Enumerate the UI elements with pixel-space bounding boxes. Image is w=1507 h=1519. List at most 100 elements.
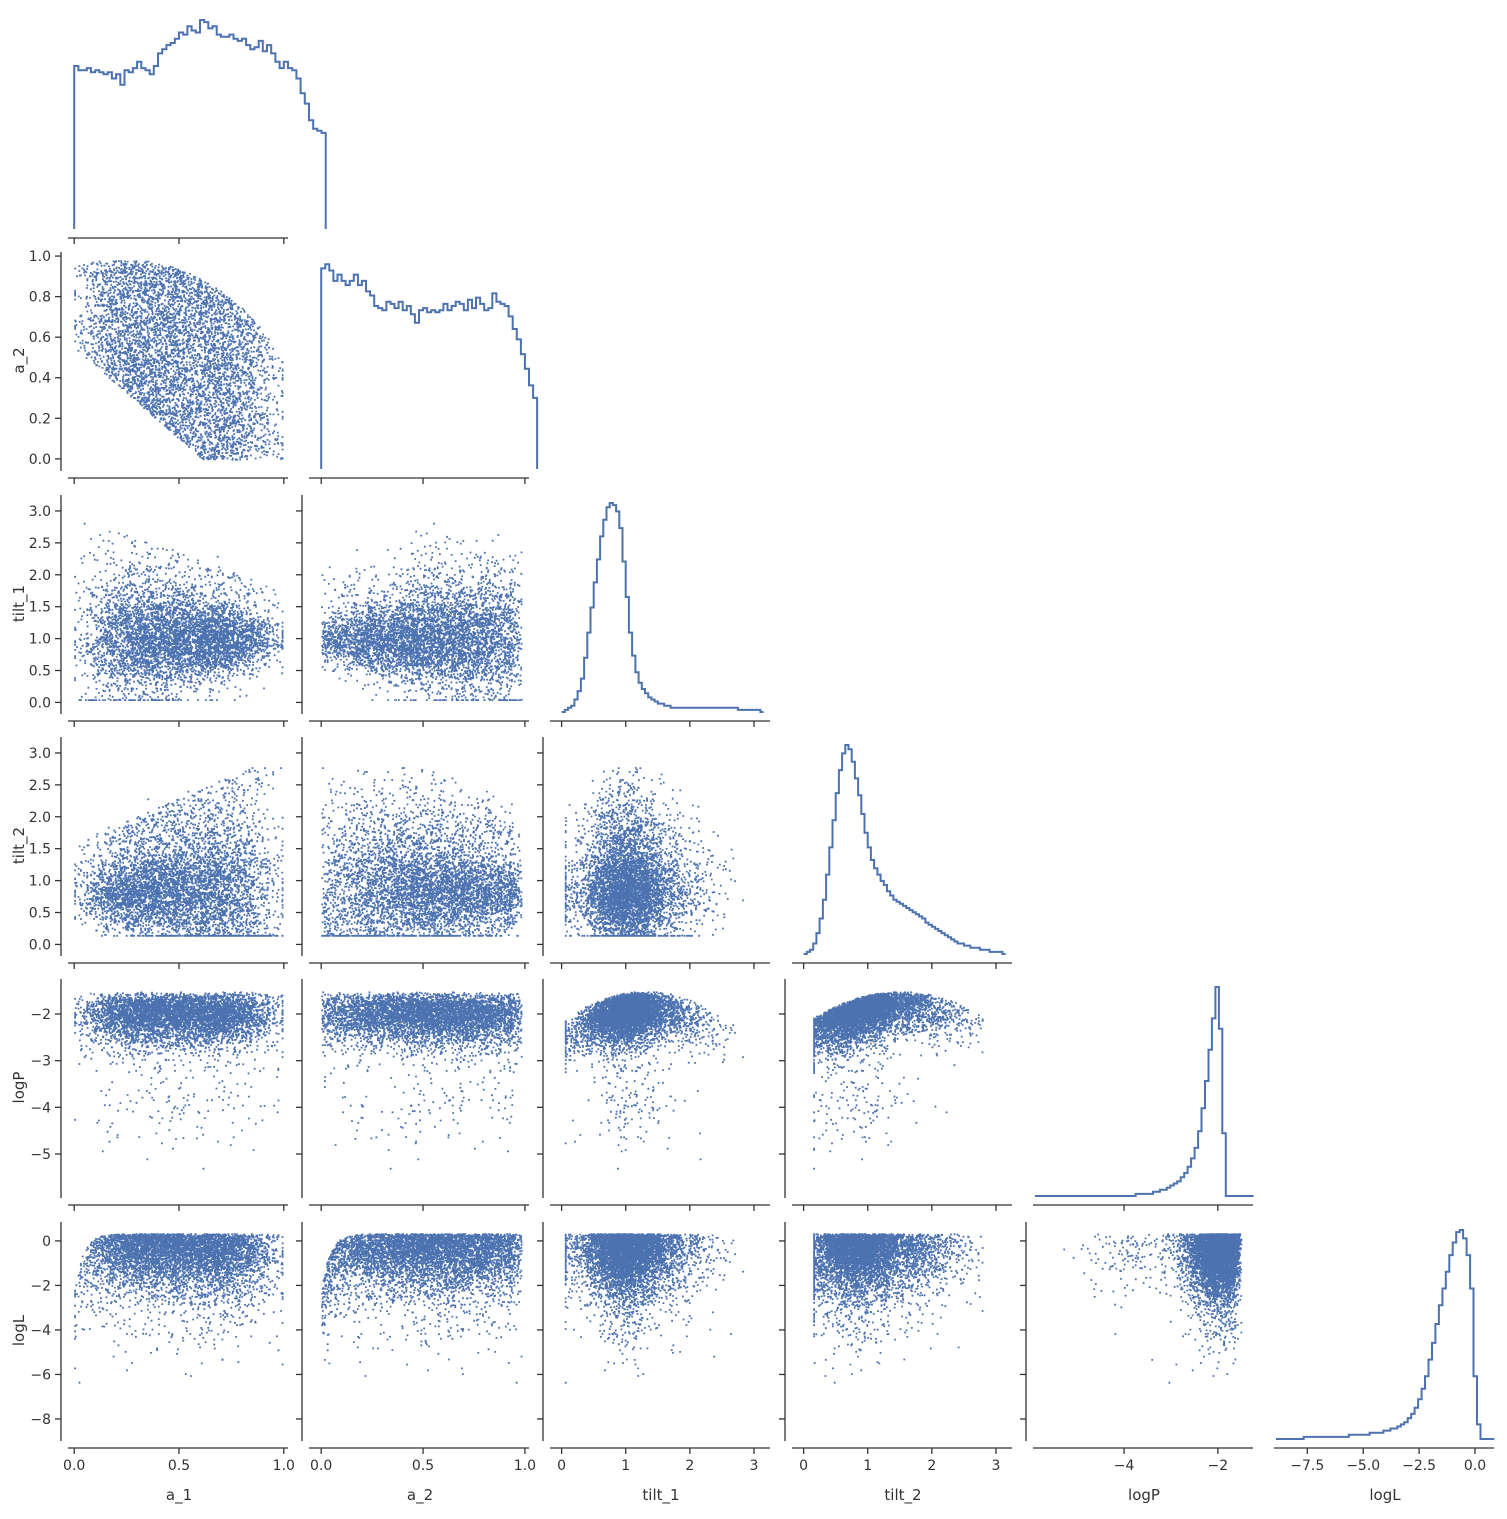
panel-logP-vs-a_1: −5 −4 −3 −2 (30, 979, 288, 1211)
x-tick-label: −5.0 (1346, 1458, 1380, 1474)
y-tick-label: 2.5 (29, 536, 51, 552)
x-tick-label: −2.5 (1402, 1458, 1436, 1474)
panel-a_1-vs-a_1 (68, 19, 327, 244)
panel-logL-vs-a_1: 0.0 0.5 1.0 −8 −6 −4 −2 0 (30, 1222, 295, 1474)
y-tick-label: −4 (30, 1100, 51, 1116)
y-tick-label: −2 (30, 1278, 51, 1294)
panel-logP-vs-tilt_2 (779, 979, 1012, 1211)
x-tick-label: 0 (557, 1458, 566, 1474)
y-tick-label: 2.0 (29, 568, 51, 584)
histogram-a_2 (320, 263, 539, 469)
y-tick-label: 0.4 (29, 371, 51, 387)
panel-tilt_1-vs-a_2 (296, 495, 529, 727)
x-tick-label: 3 (750, 1458, 759, 1474)
scatter-points (564, 1233, 744, 1384)
x-tick-label: −7.5 (1290, 1458, 1324, 1474)
y-axis-label-logL: logL (10, 1314, 28, 1346)
y-tick-label: −3 (30, 1054, 51, 1070)
panel-logP-vs-a_2 (296, 979, 529, 1211)
scatter-a_2-tilt_2 (321, 767, 523, 937)
scatter-a_2-logL (321, 1233, 523, 1384)
scatter-logP-logL (1063, 1233, 1243, 1384)
y-tick-label: 0.8 (29, 290, 51, 306)
y-tick-label: 0.0 (29, 695, 51, 711)
x-axis-label-a_2: a_2 (407, 1486, 433, 1505)
scatter-points (74, 767, 284, 937)
scatter-points (813, 1233, 984, 1384)
y-tick-label: 2.0 (29, 810, 51, 826)
scatter-tilt_1-logL (564, 1233, 744, 1384)
panel-tilt_2-vs-a_2 (296, 737, 529, 969)
scatter-points (321, 767, 523, 937)
panel-tilt_2-vs-tilt_2 (792, 744, 1012, 969)
panel-logL-vs-logL: −7.5 −5.0 −2.5 0.0 (1274, 1229, 1495, 1474)
panel-tilt_1-vs-a_1: 0.0 0.5 1.0 1.5 2.0 2.5 3.0 (29, 495, 288, 727)
scatter-a_1-a_2 (74, 260, 284, 461)
histogram-tilt_1 (561, 502, 764, 713)
y-tick-label: 0.5 (29, 664, 51, 680)
panel-a_2-vs-a_2 (309, 263, 539, 484)
x-tick-label: 0.5 (412, 1458, 434, 1474)
scatter-a_2-tilt_1 (321, 522, 523, 701)
y-axis-label-logP: logP (10, 1072, 28, 1104)
histogram-logP (1035, 986, 1254, 1197)
panel-logL-vs-logP: −4 −2 (1020, 1222, 1253, 1474)
scatter-tilt_1-tilt_2 (564, 767, 744, 937)
y-tick-label: 1.5 (29, 842, 51, 858)
y-axis-label-tilt_2: tilt_2 (10, 827, 29, 864)
scatter-points (1063, 1233, 1243, 1384)
x-tick-label: 1 (621, 1458, 630, 1474)
y-tick-label: 0.2 (29, 411, 51, 427)
scatter-tilt_2-logP (813, 991, 984, 1170)
scatter-points (564, 767, 744, 937)
x-tick-label: 0.5 (168, 1458, 190, 1474)
y-tick-label: 0 (42, 1234, 51, 1250)
x-axis-label-logL: logL (1369, 1486, 1401, 1504)
panel-logL-vs-a_2: 0.0 0.5 1.0 (296, 1222, 536, 1474)
y-axis-label-tilt_1: tilt_1 (10, 585, 29, 622)
y-tick-label: 1.5 (29, 600, 51, 616)
scatter-points (74, 991, 284, 1170)
panel-tilt_1-vs-tilt_1 (550, 502, 770, 727)
scatter-tilt_2-logL (813, 1233, 984, 1384)
x-tick-label: 1 (863, 1458, 872, 1474)
scatter-points (321, 522, 523, 701)
histogram-logL (1276, 1229, 1495, 1440)
scatter-a_1-tilt_2 (74, 767, 284, 937)
y-tick-label: 3.0 (29, 504, 51, 520)
x-tick-label: 1.0 (273, 1458, 295, 1474)
panel-a_2-vs-a_1: 0.0 0.2 0.4 0.6 0.8 1.0 (29, 249, 288, 484)
x-tick-label: 3 (992, 1458, 1001, 1474)
y-tick-label: 1.0 (29, 632, 51, 648)
x-axis-label-tilt_1: tilt_1 (642, 1486, 679, 1505)
y-tick-label: 0.0 (29, 452, 51, 468)
histogram-tilt_2 (803, 744, 1006, 955)
y-tick-label: −8 (30, 1412, 51, 1428)
y-tick-label: 2.5 (29, 778, 51, 794)
x-tick-label: 0.0 (310, 1458, 332, 1474)
y-tick-label: −4 (30, 1323, 51, 1339)
x-tick-label: 0 (799, 1458, 808, 1474)
panel-logL-vs-tilt_2: 0 1 2 3 (779, 1222, 1012, 1474)
x-tick-label: 0.0 (1464, 1458, 1486, 1474)
scatter-tilt_1-logP (564, 991, 744, 1170)
panel-logP-vs-logP (1033, 986, 1254, 1211)
panel-logP-vs-tilt_1 (537, 979, 770, 1211)
panel-logL-vs-tilt_1: 0 1 2 3 (537, 1222, 770, 1474)
y-tick-label: 1.0 (29, 249, 51, 265)
scatter-points (74, 522, 284, 701)
y-tick-label: 0.0 (29, 937, 51, 953)
scatter-points (813, 991, 984, 1170)
scatter-points (564, 991, 744, 1170)
y-tick-label: 0.6 (29, 330, 51, 346)
y-tick-label: 3.0 (29, 746, 51, 762)
panel-tilt_2-vs-a_1: 0.0 0.5 1.0 1.5 2.0 2.5 3.0 (29, 737, 288, 969)
x-tick-label: 0.0 (63, 1458, 85, 1474)
scatter-a_1-logP (74, 991, 284, 1170)
x-axis-label-a_1: a_1 (166, 1486, 192, 1505)
x-axis-label-logP: logP (1128, 1486, 1160, 1504)
scatter-a_1-logL (74, 1233, 284, 1384)
scatter-points (74, 260, 284, 461)
